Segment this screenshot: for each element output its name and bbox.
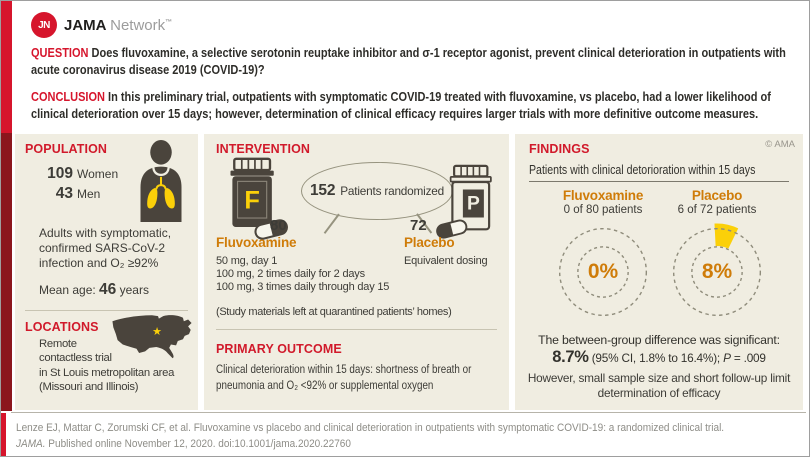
capsule-icon bbox=[254, 219, 288, 240]
conclusion-label: CONCLUSION bbox=[31, 89, 105, 104]
randomization-graphic: F 152 Patients randomized P bbox=[204, 156, 509, 240]
mean-age-value: 46 bbox=[99, 281, 117, 298]
trademark-symbol: ™ bbox=[165, 18, 173, 26]
primary-outcome-text: Clinical deterioration within 15 days: s… bbox=[216, 362, 472, 392]
fluvoxamine-arm-count: 80 bbox=[270, 217, 287, 234]
women-label: Women bbox=[77, 167, 119, 181]
men-label: Men bbox=[77, 187, 101, 201]
question-text: Does fluvoxamine, a selective serotonin … bbox=[31, 45, 786, 77]
randomized-label: Patients randomized bbox=[340, 184, 444, 198]
population-panel: POPULATION 109 Women 43 Men Adults with sy… bbox=[15, 134, 198, 410]
men-count-row: 43 Men bbox=[41, 184, 118, 204]
caveat-statement: However, small sample size and short fol… bbox=[527, 371, 791, 400]
randomized-count: 152 bbox=[309, 182, 336, 199]
placebo-bottle-icon: P bbox=[436, 164, 492, 239]
donut-rings-icon bbox=[558, 227, 648, 317]
citation: Lenze EJ, Mattar C, Zorumski CF, et al. … bbox=[16, 420, 764, 452]
findings-subtitle-rule bbox=[529, 181, 789, 182]
left-accent-bar-bottom bbox=[1, 413, 6, 456]
primary-outcome-title: PRIMARY OUTCOME bbox=[216, 342, 342, 356]
conclusion-paragraph: CONCLUSION In this preliminary trial, ou… bbox=[31, 89, 793, 122]
locations-line: in St Louis metropolitan area bbox=[39, 366, 175, 379]
patient-lungs-icon bbox=[140, 140, 182, 222]
placebo-result-column: Placebo 6 of 72 patients 8% bbox=[647, 188, 787, 324]
fluvoxamine-result-name: Fluvoxamine bbox=[562, 188, 644, 203]
placebo-result-patients: 6 of 72 patients bbox=[677, 204, 757, 216]
conclusion-text: In this preliminary trial, outpatients w… bbox=[31, 89, 771, 121]
locations-line: (Missouri and Illinois) bbox=[39, 381, 139, 394]
mean-age-unit: years bbox=[116, 283, 149, 297]
sex-counts: 109 Women 43 Men bbox=[41, 164, 118, 204]
locations-description: Remote contactless trial in St Louis met… bbox=[39, 337, 174, 395]
study-materials-note: (Study materials left at quarantined pat… bbox=[216, 306, 452, 318]
connector-line-left bbox=[323, 213, 340, 234]
locations-line: contactless trial bbox=[39, 352, 112, 365]
left-accent-bar-middle bbox=[1, 133, 12, 411]
placebo-arm-count: 72 bbox=[410, 217, 427, 234]
difference-value: 8.7% bbox=[552, 348, 589, 366]
intervention-title: INTERVENTION bbox=[216, 142, 311, 156]
men-count: 43 bbox=[55, 185, 73, 202]
intervention-panel: INTERVENTION F 152 Patients randomized bbox=[204, 134, 509, 410]
intervention-outcome-divider bbox=[216, 329, 497, 330]
placebo-arm-name: Placebo bbox=[404, 235, 455, 250]
bottle-letter-p: P bbox=[467, 194, 480, 215]
placebo-donut-chart: 8% bbox=[665, 220, 769, 324]
brand-name-light: Network bbox=[110, 16, 166, 34]
p-label: P bbox=[723, 351, 731, 365]
citation-line2: JAMA. Published online November 12, 2020… bbox=[16, 436, 764, 452]
left-accent-bar-top bbox=[1, 1, 12, 133]
findings-subtitle: Patients with clinical detorioration wit… bbox=[529, 163, 756, 177]
jama-network-logo: JN JAMA Network™ bbox=[31, 12, 172, 38]
donut-rings-icon bbox=[672, 223, 762, 317]
women-count-row: 109 Women bbox=[41, 164, 118, 184]
brand-name-bold: JAMA bbox=[64, 16, 106, 34]
difference-ci: (95% CI, 1.8% to 16.4%); bbox=[588, 351, 724, 365]
difference-statement: 8.7% (95% CI, 1.8% to 16.4%); P = .009 bbox=[515, 348, 803, 367]
significance-statement: The between-group difference was signifi… bbox=[538, 333, 780, 347]
capsule-icon bbox=[436, 219, 468, 239]
footer-rule bbox=[11, 412, 806, 413]
dosing-line: 100 mg, 3 times daily through day 15 bbox=[216, 280, 390, 293]
st-louis-star-icon: ★ bbox=[152, 326, 162, 338]
fluvoxamine-arm-name: Fluvoxamine bbox=[216, 235, 297, 250]
dosing-line: 100 mg, 2 times daily for 2 days bbox=[216, 267, 365, 280]
question-paragraph: QUESTION Does fluvoxamine, a selective s… bbox=[31, 45, 793, 78]
fluvoxamine-percent: 0% bbox=[587, 260, 619, 283]
us-map-icon: ★ bbox=[112, 315, 192, 359]
patients-randomized-bubble: 152 Patients randomized bbox=[301, 162, 453, 220]
women-count: 109 bbox=[47, 165, 73, 182]
fluvoxamine-result-column: Fluvoxamine 0 of 80 patients 0% bbox=[533, 188, 673, 324]
event-wedge bbox=[714, 223, 739, 249]
placebo-result-name: Placebo bbox=[691, 188, 743, 203]
findings-panel: © AMA FINDINGS Patients with clinical de… bbox=[515, 134, 803, 410]
placebo-dosing: Equivalent dosing bbox=[404, 255, 488, 267]
journal-name: JAMA. bbox=[16, 438, 46, 451]
citation-line1: Lenze EJ, Mattar C, Zorumski CF, et al. … bbox=[16, 422, 725, 434]
mean-age: Mean age: 46 years bbox=[39, 281, 149, 299]
question-label: QUESTION bbox=[31, 45, 89, 60]
population-title: POPULATION bbox=[25, 142, 108, 156]
mean-age-label: Mean age: bbox=[39, 283, 100, 297]
p-value: = .009 bbox=[730, 351, 766, 365]
fluvoxamine-result-patients: 0 of 80 patients bbox=[563, 204, 643, 216]
population-locations-divider bbox=[25, 310, 188, 311]
jn-monogram-icon: JN bbox=[31, 12, 57, 38]
fluvoxamine-bottle-icon: F bbox=[230, 157, 288, 240]
population-description: Adults with symptomatic, confirmed SARS-… bbox=[39, 226, 172, 271]
fluvoxamine-donut-chart: 0% bbox=[551, 220, 655, 324]
locations-line: Remote bbox=[39, 338, 77, 350]
brand-name: JAMA Network™ bbox=[64, 17, 172, 34]
fluvoxamine-dosing: 50 mg, day 1 100 mg, 2 times daily for 2… bbox=[216, 255, 389, 293]
citation-rest: Published online November 12, 2020. doi:… bbox=[45, 438, 351, 451]
bottle-letter-f: F bbox=[244, 187, 260, 215]
locations-title: LOCATIONS bbox=[25, 320, 99, 334]
dosing-line: 50 mg, day 1 bbox=[216, 255, 278, 267]
ama-copyright: © AMA bbox=[765, 139, 795, 150]
findings-title: FINDINGS bbox=[529, 142, 590, 156]
placebo-percent: 8% bbox=[701, 260, 733, 283]
